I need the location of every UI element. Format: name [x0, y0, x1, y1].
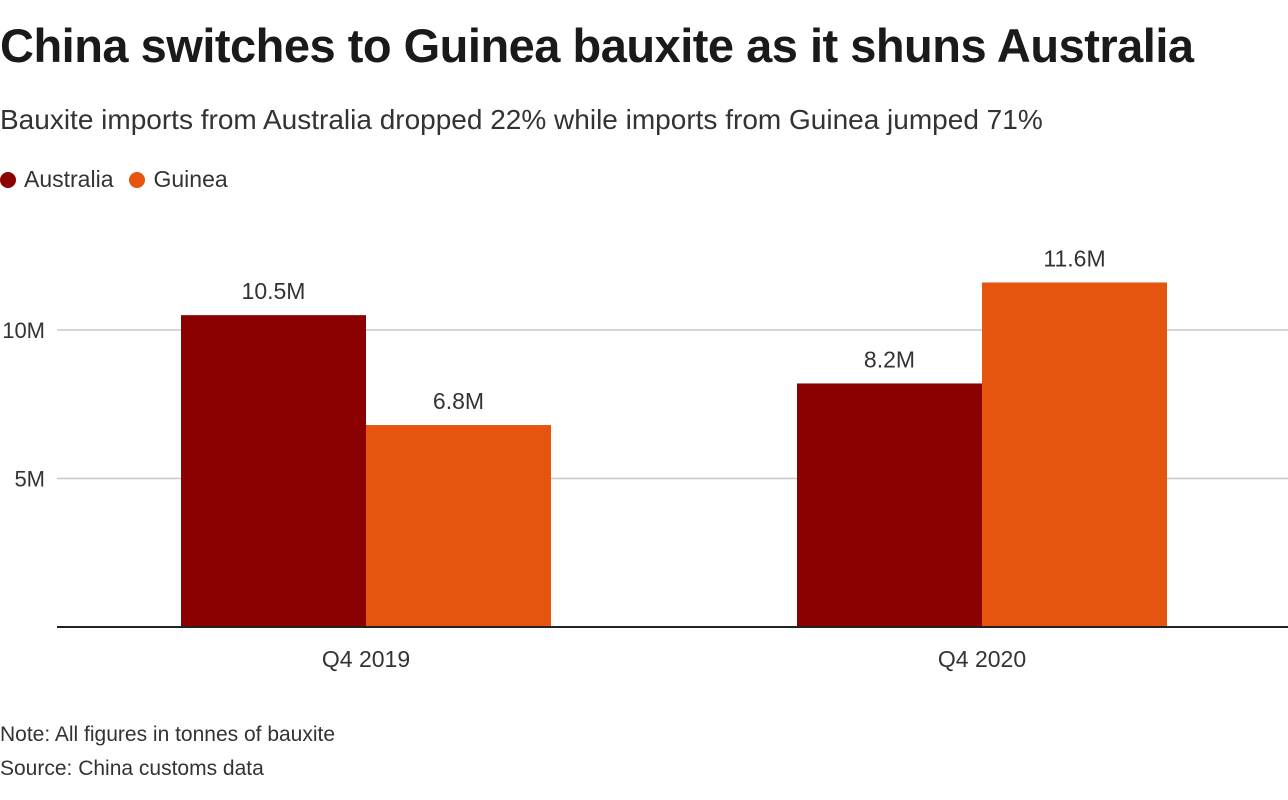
source-text: Source: China customs data — [0, 757, 264, 780]
legend-item-guinea: Guinea — [129, 166, 228, 193]
legend-label-guinea: Guinea — [153, 166, 228, 192]
legend-swatch-australia — [0, 171, 16, 188]
bar-guinea-0 — [366, 425, 551, 627]
y-tick-label: 5M — [14, 467, 45, 492]
bar-guinea-1 — [982, 282, 1167, 627]
bar-australia-0 — [181, 315, 366, 627]
bar-value-label: 11.6M — [1043, 245, 1105, 271]
note-text: Note: All figures in tonnes of bauxite — [0, 723, 336, 746]
bar-value-label: 6.8M — [433, 388, 484, 414]
x-tick-label: Q4 2019 — [322, 646, 410, 672]
x-tick-label: Q4 2020 — [938, 646, 1026, 672]
footer-notes: Note: All figures in tonnes of bauxite S… — [0, 718, 335, 786]
y-tick-label: 10M — [2, 318, 45, 343]
legend-swatch-guinea — [129, 171, 146, 188]
bar-value-label: 8.2M — [864, 346, 915, 372]
legend-label-australia: Australia — [24, 166, 114, 192]
legend-item-australia: Australia — [0, 166, 113, 193]
legend: Australia Guinea — [0, 166, 244, 193]
bar-chart: 5M 10M 10.5M 6.8M Q4 2019 8.2M 11.6M Q4 2020 — [2, 245, 1288, 672]
bar-value-label: 10.5M — [242, 278, 306, 304]
bar-australia-1 — [797, 383, 982, 627]
chart-title: China switches to Guinea bauxite as it s… — [0, 19, 1194, 72]
chart-subtitle: Bauxite imports from Australia dropped 2… — [0, 104, 1043, 135]
